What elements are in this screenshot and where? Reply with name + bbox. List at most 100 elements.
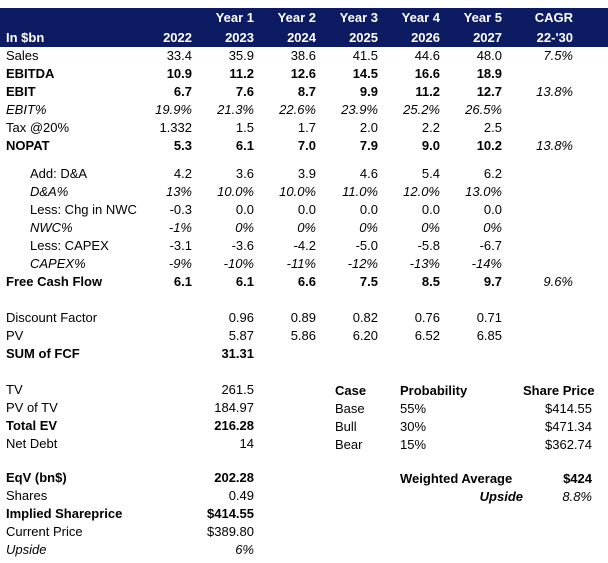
table-row: EqV (bn$) 202.28 xyxy=(0,469,608,487)
value-2022: -9% xyxy=(168,256,192,271)
value-2026: 8.5 xyxy=(421,274,440,289)
row-label: Current Price xyxy=(6,524,83,539)
value-2024: 12.6 xyxy=(290,66,316,81)
value-2027: 18.9 xyxy=(476,66,502,81)
value-2022: -0.3 xyxy=(169,202,192,217)
value-2025: 7.9 xyxy=(359,138,378,153)
scenario-case: Bull xyxy=(335,419,357,434)
scenario-header-row: Case Probability Share Price xyxy=(335,382,595,400)
table-row: Net Debt 14 xyxy=(0,435,608,453)
value-2022: 6.7 xyxy=(173,84,192,99)
value-2024: 1.7 xyxy=(297,120,316,135)
scenario-upside-label: Upside xyxy=(479,489,523,504)
header-year-row: Year 1 Year 2 Year 3 Year 4 Year 5 CAGR xyxy=(0,8,608,28)
row-label: EqV (bn$) xyxy=(6,470,67,485)
value-2023: 5.87 xyxy=(228,328,254,343)
value-2026: -5.8 xyxy=(417,238,440,253)
value-cagr: 9.6% xyxy=(543,274,573,289)
row-label: D&A% xyxy=(30,184,69,199)
value-2024: 8.7 xyxy=(297,84,316,99)
scenario-header-probability: Probability xyxy=(400,383,468,398)
value-2026: 16.6 xyxy=(414,66,440,81)
value-2022: 13% xyxy=(165,184,192,199)
header-2023: 2023 xyxy=(225,29,254,45)
value-2027: 6.85 xyxy=(476,328,502,343)
value-2023: 10.0% xyxy=(217,184,254,199)
header-year-2: Year 2 xyxy=(277,10,316,25)
weighted-average-value: $424 xyxy=(563,471,592,486)
value-2023: 184.97 xyxy=(214,400,254,415)
value-2026: 5.4 xyxy=(421,166,440,181)
scenario-upside-row: Upside 8.8% xyxy=(335,488,592,506)
value-2026: 0.0 xyxy=(421,202,440,217)
value-2025: 41.5 xyxy=(352,48,378,63)
scenario-row-bear: Bear 15% $362.74 xyxy=(335,436,592,454)
value-2027: 12.7 xyxy=(476,84,502,99)
value-2027: 10.2 xyxy=(476,138,502,153)
value-2023: -3.6 xyxy=(231,238,254,253)
row-label: SUM of FCF xyxy=(6,346,80,361)
scenario-case: Base xyxy=(335,401,365,416)
row-label: PV xyxy=(6,328,24,343)
value-2025: 23.9% xyxy=(341,102,378,117)
value-2026: 9.0 xyxy=(421,138,440,153)
value-2022: 1.332 xyxy=(159,120,192,135)
value-2024: 0.89 xyxy=(290,310,316,325)
value-cagr: 13.8% xyxy=(536,138,573,153)
scenario-probability: 55% xyxy=(400,401,427,416)
weighted-average-row: Weighted Average $424 xyxy=(335,470,592,488)
table-row: EBITDA 10.9 11.2 12.6 14.5 16.6 18.9 xyxy=(0,65,608,83)
table-row: Free Cash Flow 6.1 6.1 6.6 7.5 8.5 9.7 9… xyxy=(0,273,608,291)
value-2024: 22.6% xyxy=(279,102,316,117)
table-body: Sales 33.4 35.9 38.6 41.5 44.6 48.0 7.5%… xyxy=(0,47,608,559)
header-year-5: Year 5 xyxy=(463,10,502,25)
header-year-3: Year 3 xyxy=(339,10,378,25)
table-row: PV of TV 184.97 xyxy=(0,399,608,417)
value-2023: 1.5 xyxy=(235,120,254,135)
value-2022: 33.4 xyxy=(166,48,192,63)
value-2027: 0.0 xyxy=(483,202,502,217)
value-2026: 25.2% xyxy=(403,102,440,117)
value-2025: 11.0% xyxy=(342,184,378,199)
value-2024: 6.6 xyxy=(297,274,316,289)
header-2026: 2026 xyxy=(411,29,440,45)
value-2027: 9.7 xyxy=(483,274,502,289)
table-row: Implied Shareprice $414.55 xyxy=(0,505,608,523)
table-row: SUM of FCF 31.31 xyxy=(0,345,608,363)
row-label: NOPAT xyxy=(6,138,50,153)
table-row: D&A% 13% 10.0% 10.0% 11.0% 12.0% 13.0% xyxy=(0,183,608,201)
row-label: Implied Shareprice xyxy=(6,506,123,521)
table-row: Add: D&A 4.2 3.6 3.9 4.6 5.4 6.2 xyxy=(0,165,608,183)
table-row: NWC% -1% 0% 0% 0% 0% 0% xyxy=(0,219,608,237)
row-label: Net Debt xyxy=(6,436,58,451)
value-2023: 202.28 xyxy=(214,470,254,485)
value-2027: -14% xyxy=(471,256,502,271)
row-label: EBITDA xyxy=(6,66,55,81)
value-cagr: 13.8% xyxy=(536,84,573,99)
value-2024: 7.0 xyxy=(297,138,316,153)
value-2027: 6.2 xyxy=(483,166,502,181)
scenario-share-price: $362.74 xyxy=(545,437,592,452)
value-2022: 19.9% xyxy=(155,102,192,117)
value-2026: 0.76 xyxy=(414,310,440,325)
row-label: PV of TV xyxy=(6,400,58,415)
value-2023: 11.2 xyxy=(229,66,254,81)
value-2027: 13.0% xyxy=(465,184,502,199)
table-row: Upside 6% xyxy=(0,541,608,559)
row-label: Shares xyxy=(6,488,48,503)
value-2023: $389.80 xyxy=(207,524,254,539)
value-2025: 0% xyxy=(359,220,378,235)
value-2024: 3.9 xyxy=(297,166,316,181)
value-2026: 12.0% xyxy=(403,184,440,199)
scenario-share-price: $471.34 xyxy=(545,419,592,434)
value-2026: 11.2 xyxy=(415,84,440,99)
value-2025: -12% xyxy=(347,256,378,271)
row-label: Less: CAPEX xyxy=(30,238,109,253)
value-2025: 0.82 xyxy=(352,310,378,325)
header-2024: 2024 xyxy=(287,29,316,45)
row-label: Upside xyxy=(6,542,47,557)
header-cagr-period: 22-'30 xyxy=(536,29,573,45)
value-2022: 5.3 xyxy=(173,138,192,153)
row-label: EBIT xyxy=(6,84,36,99)
value-2022: -1% xyxy=(168,220,192,235)
